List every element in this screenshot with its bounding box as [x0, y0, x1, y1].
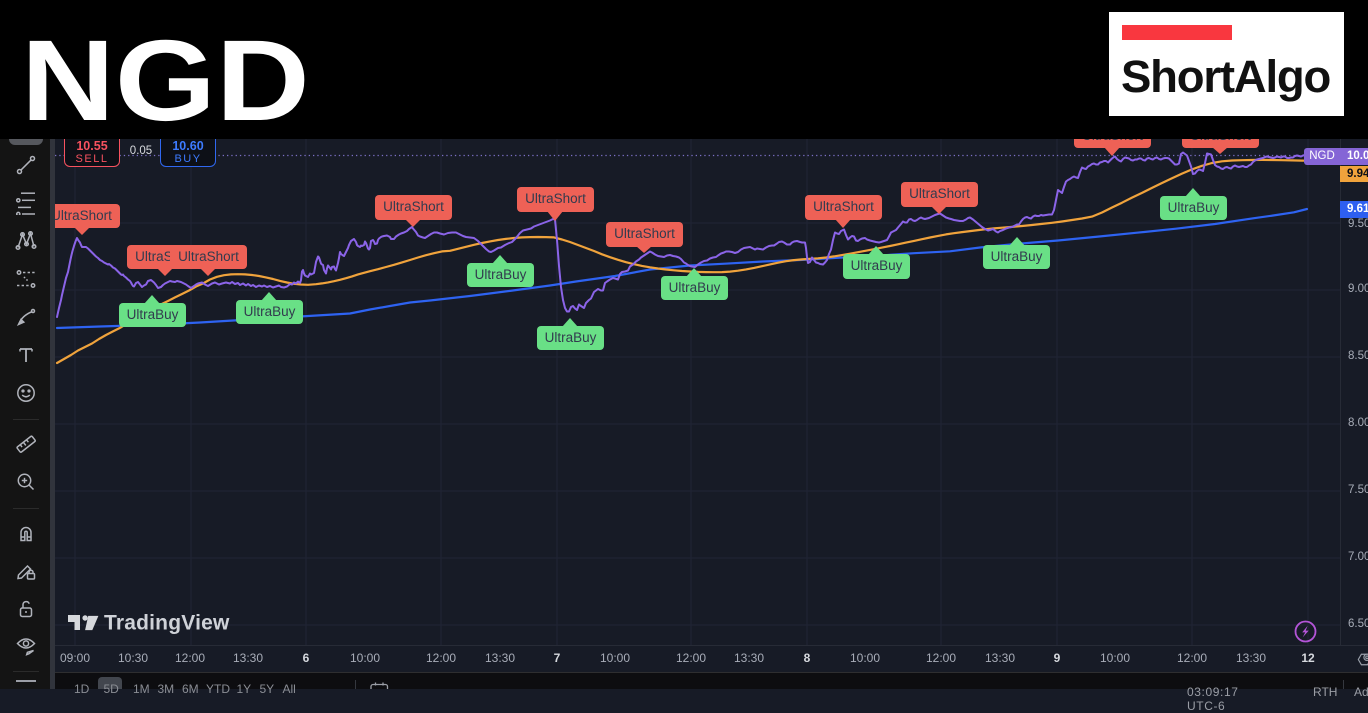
svg-text:TradingView: TradingView: [104, 612, 230, 635]
